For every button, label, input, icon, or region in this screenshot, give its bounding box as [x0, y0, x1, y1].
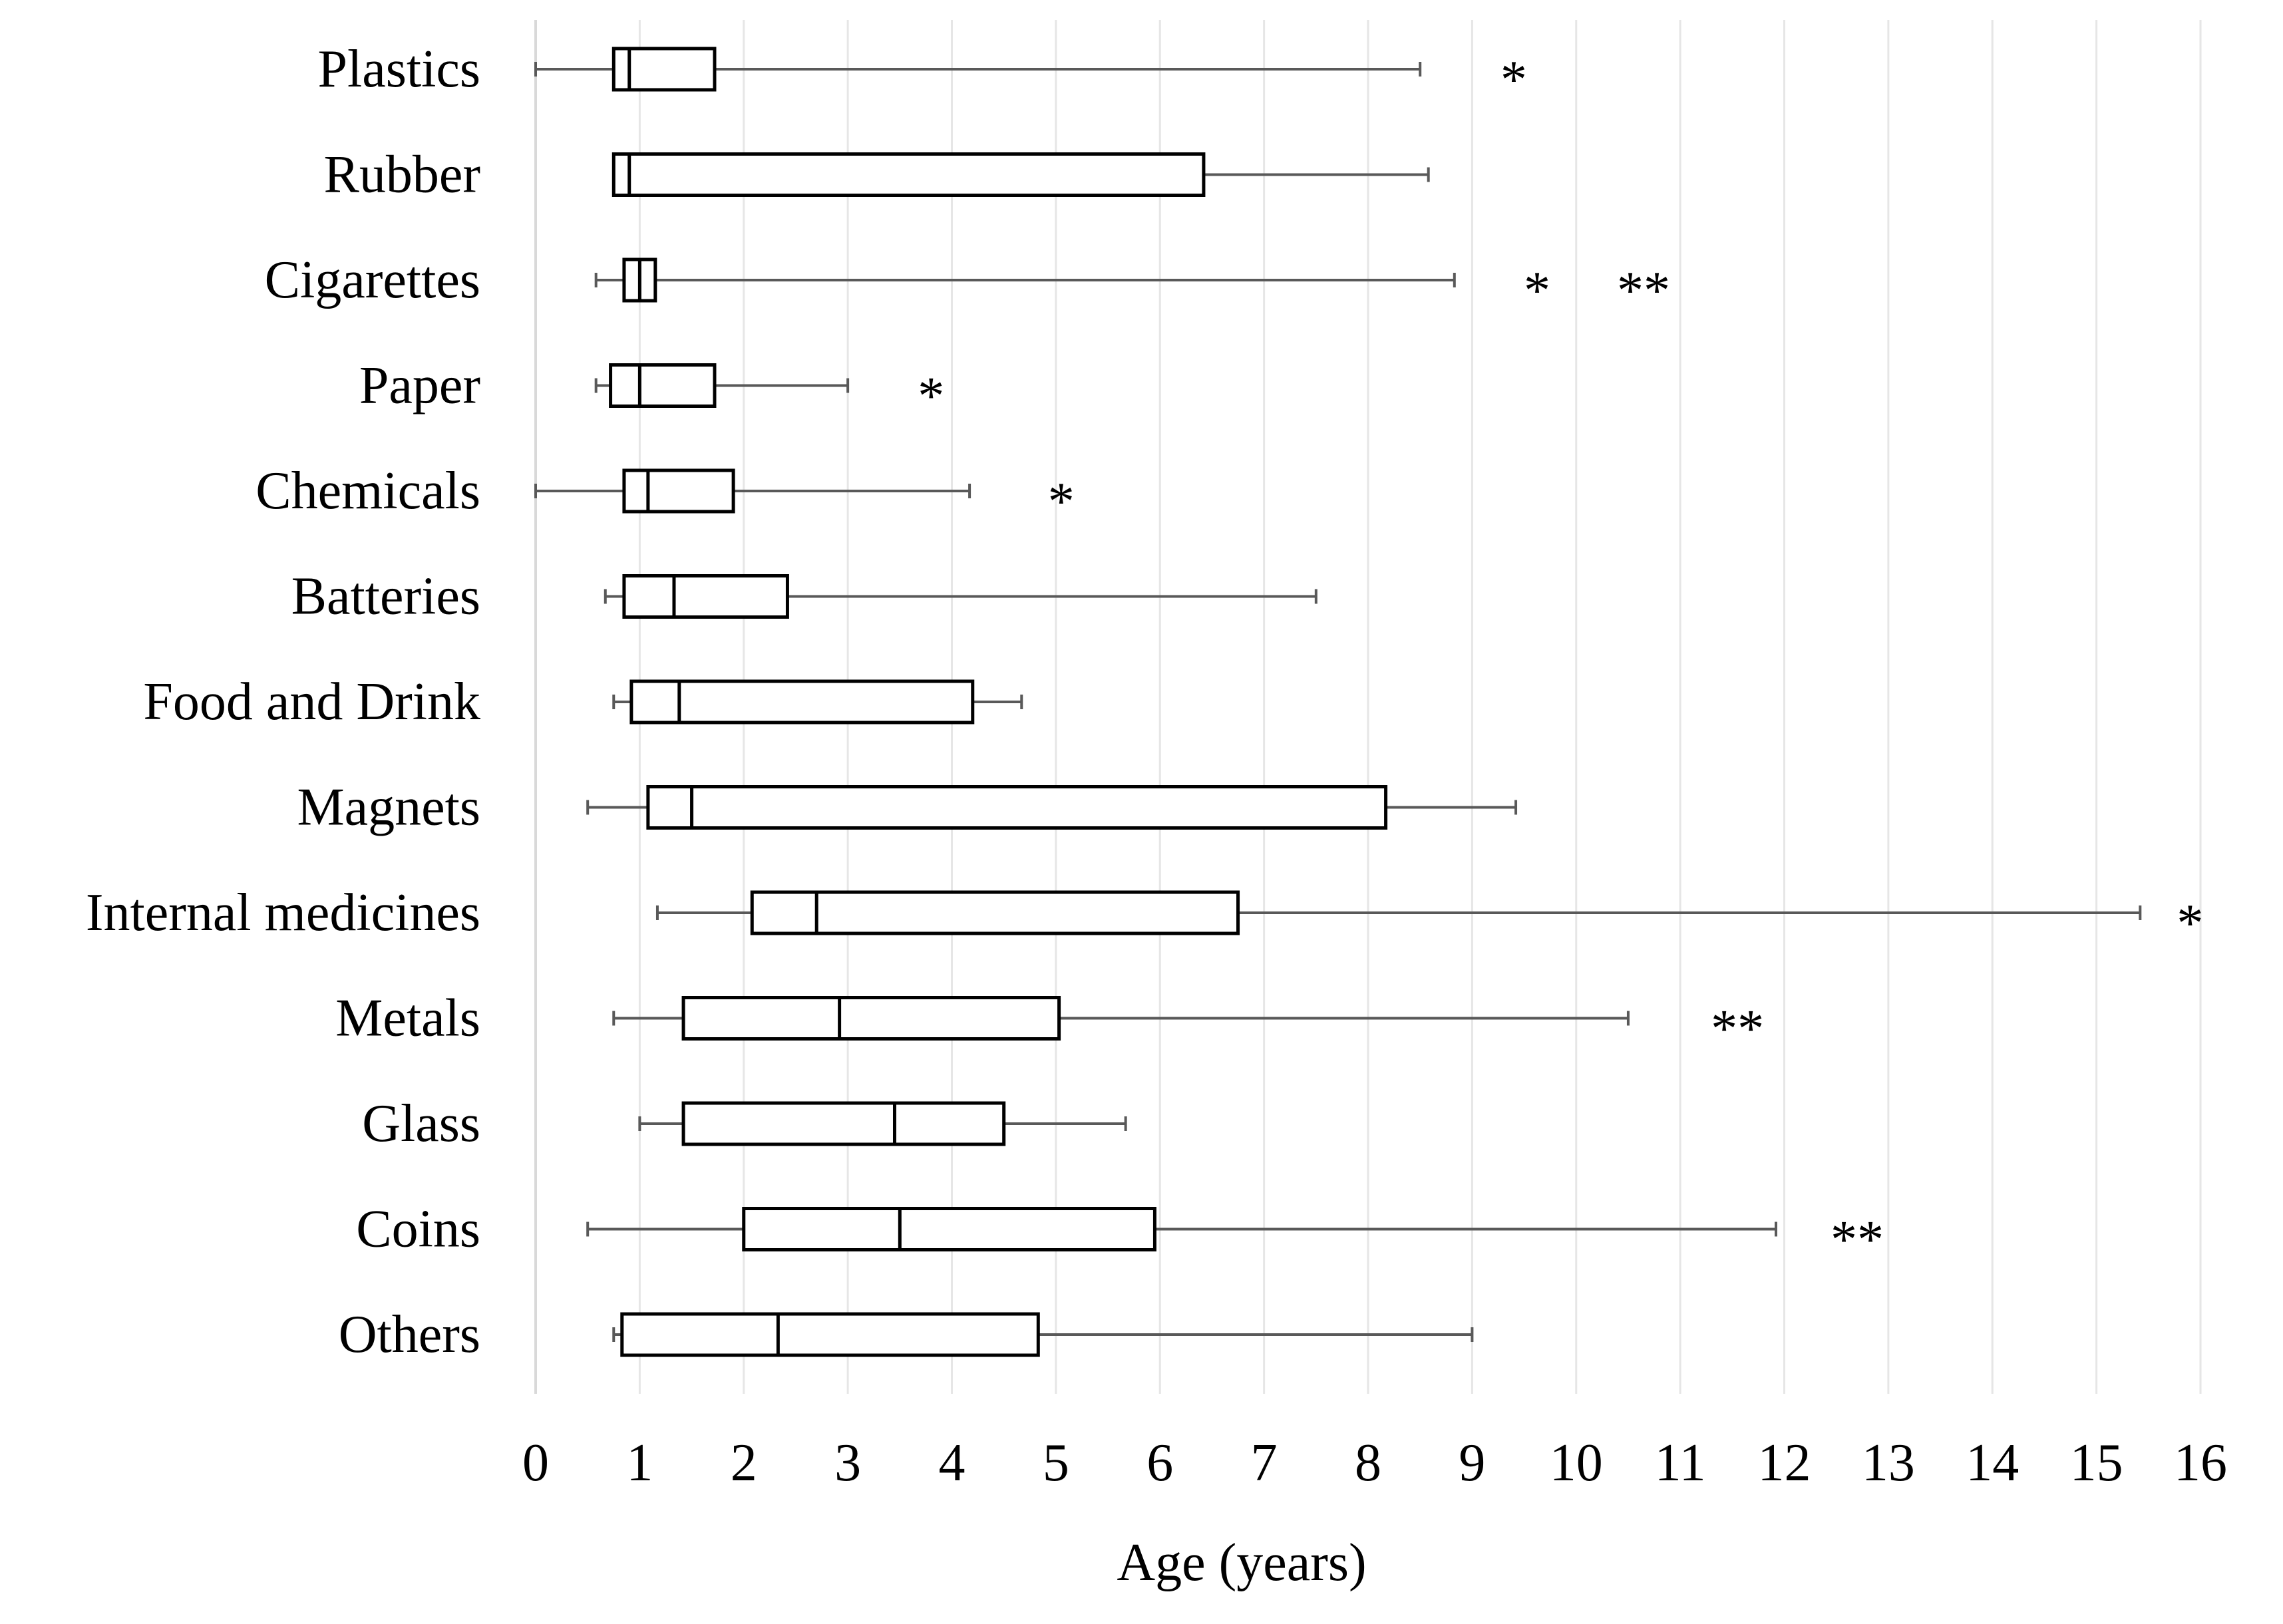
x-tick-label-4: 4 [939, 1434, 966, 1492]
iqr-box [646, 785, 1388, 830]
grid-layer [638, 20, 2202, 1394]
box-layer [534, 47, 2142, 1357]
category-label: Paper [359, 357, 480, 415]
box-magnets [586, 785, 1518, 830]
x-tick-label-11: 11 [1655, 1434, 1706, 1492]
significance-marker: ** [1711, 1000, 1764, 1058]
category-label: Rubber [323, 146, 480, 204]
x-tick-label-10: 10 [1550, 1434, 1603, 1492]
x-tick-label-7: 7 [1251, 1434, 1278, 1492]
significance-marker: ** [1831, 1211, 1884, 1269]
x-tick-label-9: 9 [1459, 1434, 1485, 1492]
significance-marker: * ** [1524, 261, 1670, 320]
box-rubber [612, 152, 1430, 197]
iqr-box [742, 1207, 1156, 1251]
category-label: Others [339, 1305, 480, 1364]
box-glass [638, 1101, 1127, 1146]
category-label: Coins [356, 1200, 480, 1259]
x-tick-label-16: 16 [2174, 1434, 2227, 1492]
iqr-box [620, 1312, 1040, 1357]
box-others [612, 1312, 1474, 1357]
x-tick-label-13: 13 [1862, 1434, 1915, 1492]
iqr-box [629, 679, 975, 725]
box-paper [594, 363, 850, 408]
x-tick-label-3: 3 [834, 1434, 861, 1492]
box-food-and-drink [612, 679, 1023, 725]
x-tick-label-14: 14 [1966, 1434, 2019, 1492]
x-axis-title: Age (years) [1117, 1534, 1366, 1592]
category-label: Plastics [318, 40, 480, 98]
box-internal-medicines [655, 890, 2142, 935]
box-batteries [604, 574, 1317, 619]
x-tick-label-6: 6 [1146, 1434, 1173, 1492]
category-label: Glass [362, 1094, 480, 1153]
iqr-box [622, 574, 789, 619]
x-tick-label-0: 0 [522, 1434, 549, 1492]
x-tick-label-12: 12 [1758, 1434, 1811, 1492]
category-label: Internal medicines [86, 884, 480, 942]
box-chemicals [534, 468, 971, 514]
x-tick-label-1: 1 [626, 1434, 653, 1492]
category-label: Chemicals [256, 462, 480, 520]
box-metals [612, 996, 1630, 1041]
x-tick-label-5: 5 [1043, 1434, 1069, 1492]
significance-marker: * [2177, 894, 2203, 953]
significance-marker: * [1048, 472, 1075, 531]
x-tick-label-8: 8 [1355, 1434, 1381, 1492]
iqr-box [681, 996, 1061, 1041]
significance-marker: * [918, 367, 944, 426]
iqr-box [750, 890, 1240, 935]
box-coins [586, 1207, 1777, 1251]
box-plastics [534, 47, 1422, 92]
category-label: Food and Drink [143, 673, 480, 731]
category-label: Magnets [297, 778, 480, 837]
significance-marker: * [1500, 51, 1527, 109]
iqr-box [681, 1101, 1006, 1146]
category-label: Metals [335, 989, 480, 1048]
iqr-box [622, 468, 735, 514]
box-cigarettes [594, 257, 1456, 303]
category-label: Cigarettes [265, 251, 480, 309]
x-tick-label-15: 15 [2070, 1434, 2123, 1492]
iqr-box [612, 152, 1206, 197]
iqr-box [609, 363, 717, 408]
category-label: Batteries [291, 568, 480, 626]
x-tick-label-2: 2 [731, 1434, 757, 1492]
